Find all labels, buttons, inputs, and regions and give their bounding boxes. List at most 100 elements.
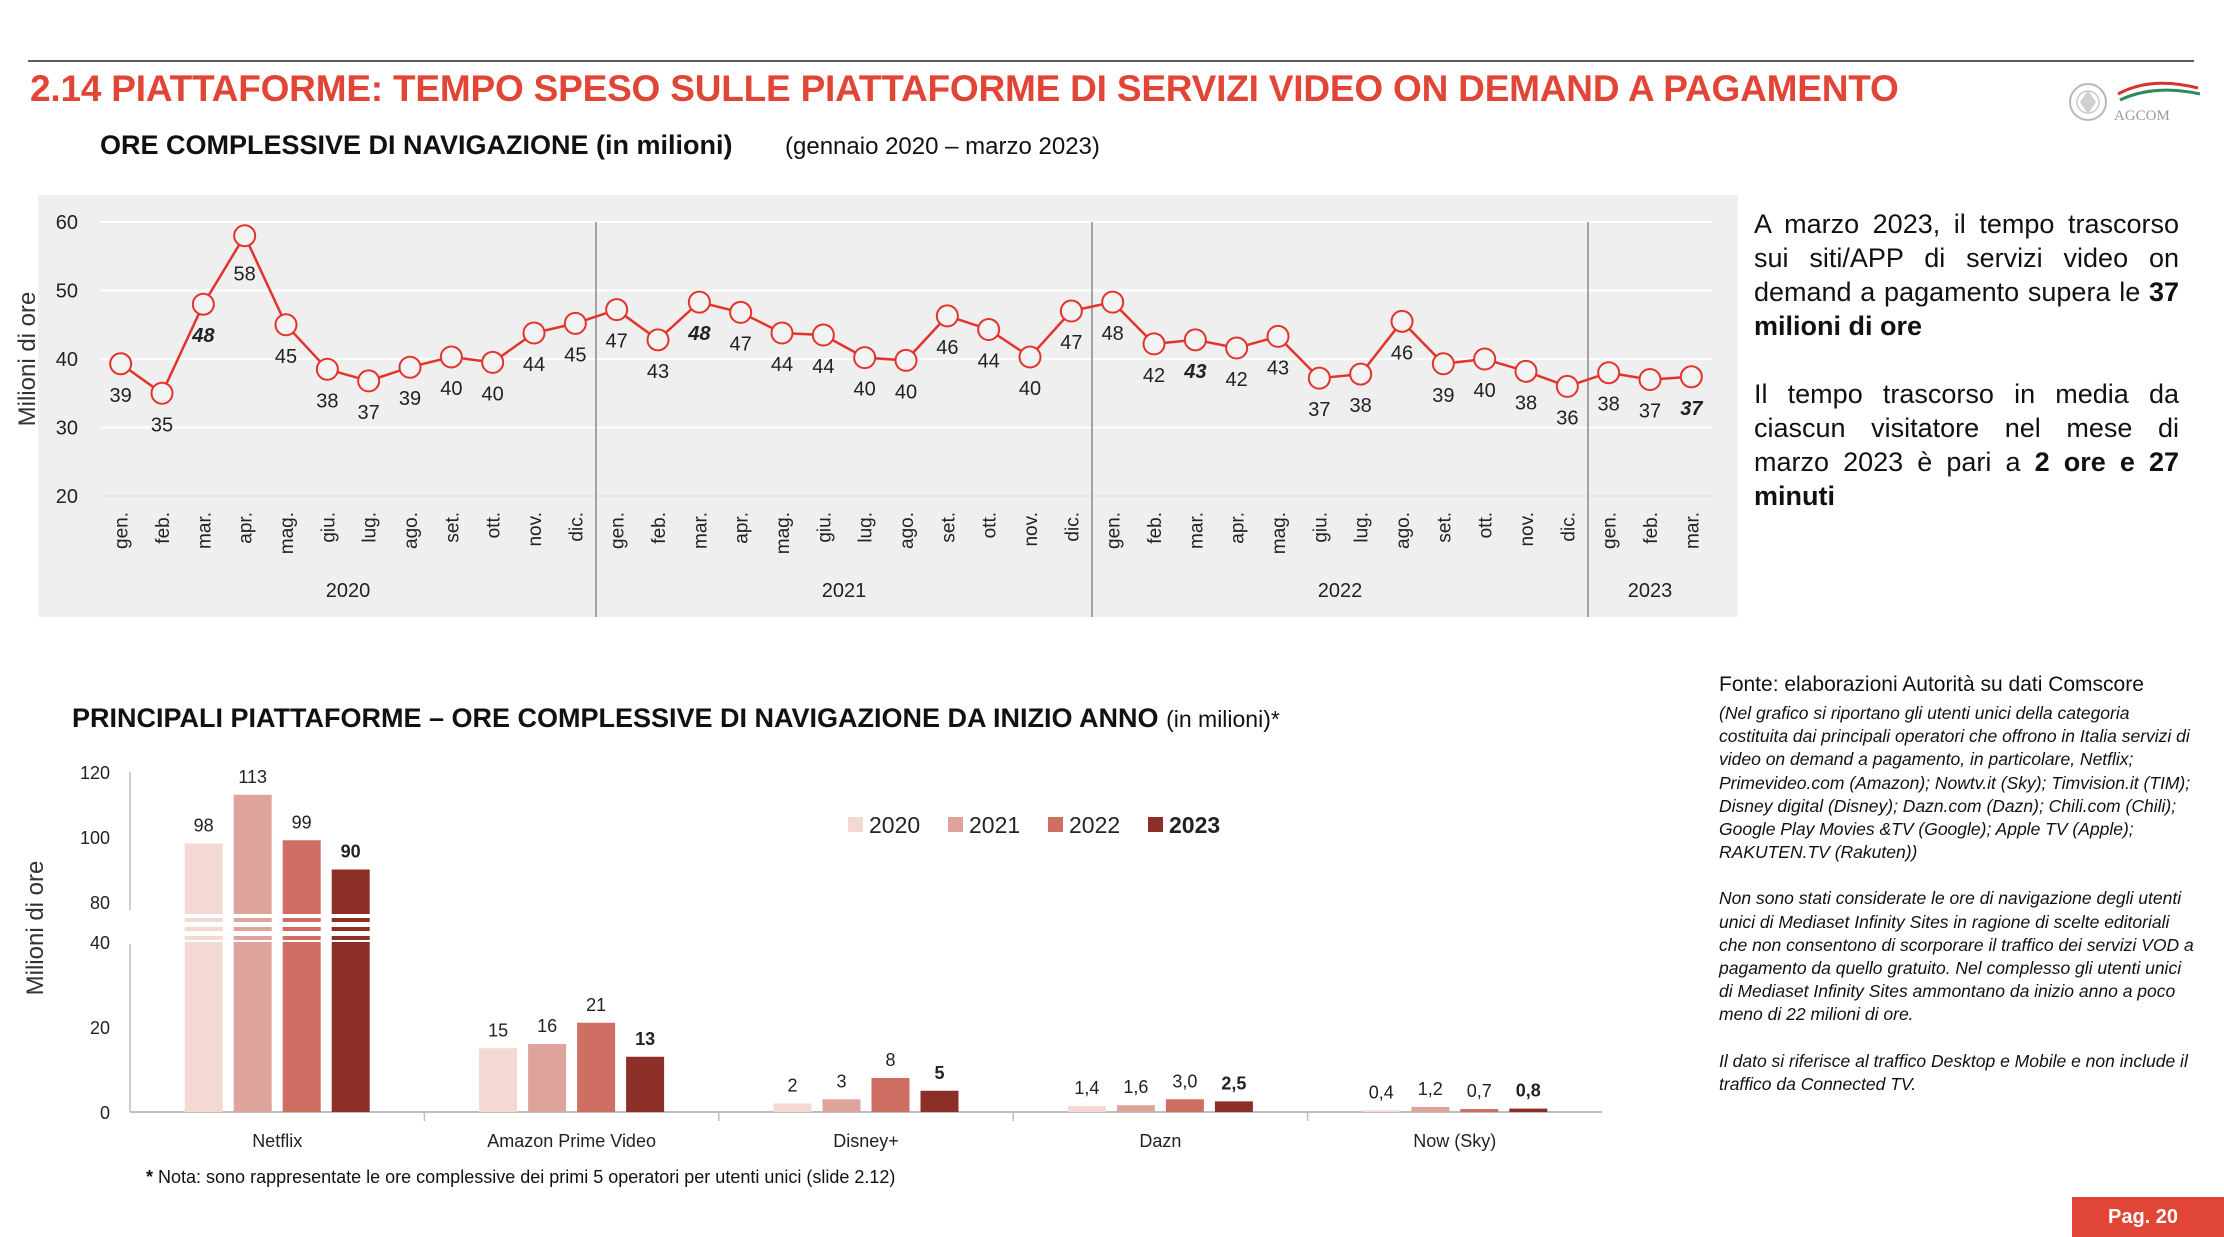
data-label: 39 — [110, 385, 132, 407]
data-point — [191, 292, 215, 316]
x-tick-label: apr. — [236, 512, 257, 544]
data-point — [481, 350, 505, 374]
x-tick-label: gen. — [1104, 512, 1125, 549]
bar — [822, 1099, 861, 1112]
summary-paragraph-1: A marzo 2023, il tempo trascorso sui sit… — [1754, 207, 2179, 343]
source-note-3: Il dato si riferisce al traffico Desktop… — [1719, 1050, 2188, 1094]
bar-value-label: 8 — [885, 1050, 895, 1070]
y-tick-label: 20 — [56, 486, 78, 508]
bar — [331, 869, 370, 1112]
year-label: 2020 — [326, 580, 371, 602]
data-label: 38 — [1350, 395, 1372, 417]
data-label: 44 — [812, 356, 834, 378]
bar-value-label: 3,0 — [1172, 1071, 1197, 1091]
bar-value-label: 0,8 — [1516, 1081, 1541, 1101]
axis-break-dash — [184, 927, 223, 931]
x-tick-label: lug. — [1352, 512, 1373, 543]
axis-break-dash — [282, 918, 321, 922]
data-point — [1101, 290, 1125, 314]
bar-value-label: 21 — [586, 995, 606, 1015]
data-point — [109, 352, 133, 376]
data-point — [646, 328, 670, 352]
y-tick-label: 40 — [56, 349, 78, 371]
y-tick-label: 60 — [56, 212, 78, 234]
data-point — [1225, 336, 1249, 360]
x-tick-label: feb. — [1641, 512, 1662, 544]
data-label: 42 — [1226, 369, 1248, 391]
data-point — [1638, 368, 1662, 392]
bar — [1509, 1108, 1548, 1112]
data-point — [1473, 347, 1497, 371]
data-point — [1307, 366, 1331, 390]
data-point — [357, 369, 381, 393]
data-label: 47 — [1060, 332, 1082, 354]
bar-value-label: 2,5 — [1221, 1073, 1246, 1093]
bar-value-label: 1,4 — [1074, 1078, 1099, 1098]
axis-break-dash — [331, 918, 370, 922]
axis-break-dash — [184, 918, 223, 922]
x-tick-label: mar. — [690, 512, 711, 549]
x-tick-label: ott. — [484, 512, 505, 538]
x-tick-label: giu. — [814, 512, 835, 543]
bar — [773, 1103, 812, 1112]
summary-bold-1: 37 milioni di ore — [1754, 277, 2179, 341]
x-tick-label: nov. — [525, 512, 546, 547]
bar — [1067, 1106, 1106, 1112]
data-label: 44 — [523, 354, 545, 376]
logo-text: AGCOM — [2114, 108, 2170, 124]
bar-value-label: 0,7 — [1467, 1081, 1492, 1101]
axis-break-dash — [184, 936, 223, 940]
data-label: 39 — [399, 388, 421, 410]
data-label: 38 — [1515, 392, 1537, 414]
bar-value-label: 2 — [787, 1076, 797, 1096]
legend-label: 2022 — [1069, 812, 1120, 838]
data-point — [439, 345, 463, 369]
x-tick-label: ago. — [897, 512, 918, 549]
bar-value-label: 16 — [537, 1016, 557, 1036]
source-notes: (Nel grafico si riportano gli utenti uni… — [1719, 702, 2199, 1119]
bar — [233, 794, 272, 1112]
x-tick-label: lug. — [360, 512, 381, 543]
y-axis-label: Milioni di ore — [22, 861, 49, 996]
bar — [577, 1022, 616, 1112]
data-point — [1349, 362, 1373, 386]
data-point — [1555, 374, 1579, 398]
data-point — [770, 321, 794, 345]
data-label: 44 — [771, 354, 793, 376]
category-label: Dazn — [1139, 1131, 1181, 1151]
x-tick-label: set. — [938, 512, 959, 543]
data-label: 45 — [564, 344, 586, 366]
x-tick-label: feb. — [649, 512, 670, 544]
y-tick-label: 50 — [56, 281, 78, 303]
bar — [1362, 1110, 1401, 1112]
y-axis-break — [126, 910, 134, 944]
bar — [282, 840, 321, 1112]
x-tick-label: ott. — [1476, 512, 1497, 538]
data-label: 48 — [1102, 323, 1124, 345]
bar-value-label: 15 — [488, 1020, 508, 1040]
y-tick-label: 100 — [80, 828, 110, 848]
header-rule — [28, 60, 2194, 62]
summary-bold-2: 2 ore e 27 minuti — [1754, 447, 2179, 511]
x-tick-label: gen. — [608, 512, 629, 549]
bar-value-label: 113 — [238, 767, 267, 787]
x-tick-label: dic. — [1558, 512, 1579, 542]
year-label: 2021 — [822, 580, 867, 602]
footnote: * Nota: sono rappresentate le ore comple… — [146, 1167, 895, 1188]
bar — [1460, 1109, 1499, 1112]
x-tick-label: apr. — [1228, 512, 1249, 544]
legend-swatch — [848, 817, 863, 832]
section1-title: ORE COMPLESSIVE DI NAVIGAZIONE (in milio… — [100, 130, 733, 160]
y-tick-label: 0 — [100, 1103, 110, 1123]
x-tick-label: ago. — [1393, 512, 1414, 549]
data-point — [563, 311, 587, 335]
data-label: 43 — [647, 361, 669, 383]
axis-break-dash — [282, 927, 321, 931]
category-label: Netflix — [252, 1131, 302, 1151]
section1-period: (gennaio 2020 – marzo 2023) — [785, 133, 1100, 160]
data-label: 48 — [687, 323, 711, 345]
data-point — [1597, 361, 1621, 385]
data-point — [274, 313, 298, 337]
x-tick-label: lug. — [856, 512, 877, 543]
x-tick-label: set. — [442, 512, 463, 543]
